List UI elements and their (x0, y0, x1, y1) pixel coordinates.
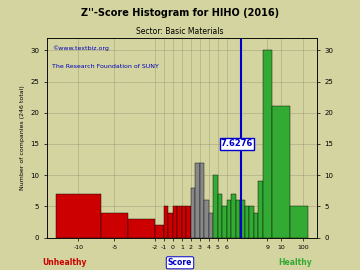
Bar (204, 200, 209, 238)
Bar (182, 206, 186, 238)
Bar (191, 188, 195, 238)
Bar (177, 206, 182, 238)
Text: Sector: Basic Materials: Sector: Basic Materials (136, 27, 224, 36)
Bar (168, 213, 173, 238)
Bar (290, 206, 308, 238)
Bar (218, 194, 222, 238)
Bar (195, 163, 200, 238)
Bar (222, 206, 227, 238)
Bar (213, 175, 218, 238)
Bar (240, 200, 245, 238)
Bar (236, 200, 240, 238)
Bar (258, 181, 263, 238)
Y-axis label: Number of companies (246 total): Number of companies (246 total) (19, 85, 24, 190)
Text: 7.6276: 7.6276 (221, 139, 253, 148)
Bar (155, 225, 164, 238)
Bar (272, 106, 290, 238)
Bar (227, 200, 231, 238)
Bar (128, 219, 155, 238)
Bar (209, 213, 213, 238)
Text: Score: Score (168, 258, 192, 267)
Bar (101, 213, 128, 238)
Bar (200, 163, 204, 238)
Bar (173, 206, 177, 238)
Text: Unhealthy: Unhealthy (42, 258, 87, 267)
Text: Z''-Score Histogram for HIHO (2016): Z''-Score Histogram for HIHO (2016) (81, 8, 279, 18)
Bar (249, 206, 254, 238)
Bar (245, 206, 249, 238)
Text: The Research Foundation of SUNY: The Research Foundation of SUNY (52, 64, 159, 69)
Bar (186, 206, 191, 238)
Text: ©www.textbiz.org: ©www.textbiz.org (52, 46, 109, 51)
Bar (263, 50, 272, 238)
Text: Healthy: Healthy (278, 258, 312, 267)
Bar (164, 206, 168, 238)
Bar (254, 213, 258, 238)
Bar (231, 194, 236, 238)
Bar (56, 194, 101, 238)
